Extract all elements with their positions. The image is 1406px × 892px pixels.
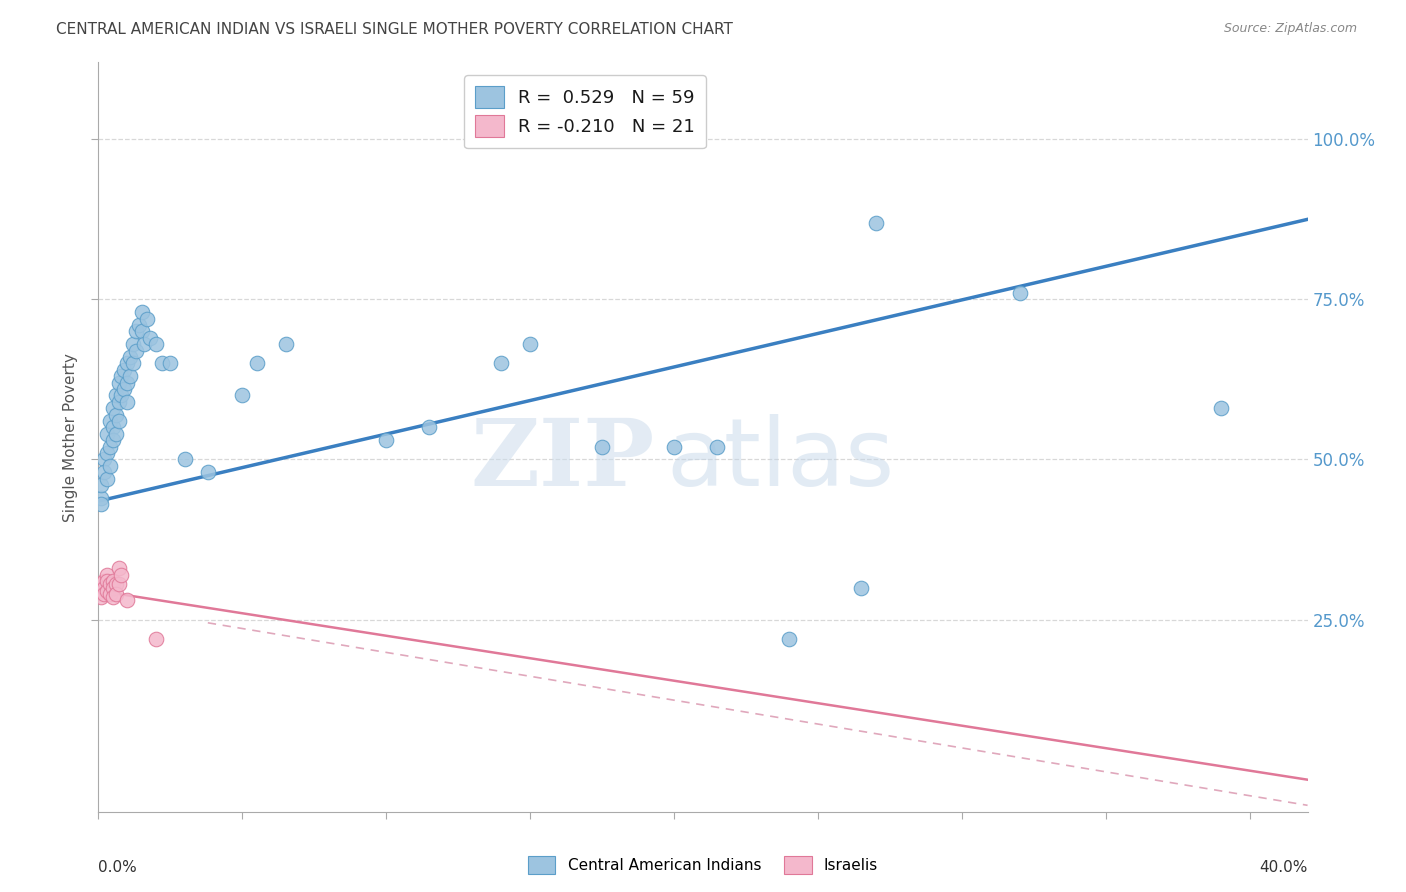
Point <box>173 452 195 467</box>
Point <box>107 561 129 575</box>
Point <box>90 590 112 604</box>
Point <box>93 587 115 601</box>
Point <box>115 593 138 607</box>
Point <box>101 434 124 448</box>
Point <box>96 446 118 460</box>
Point <box>664 440 686 454</box>
Legend: Central American Indians, Israelis: Central American Indians, Israelis <box>522 850 884 880</box>
Point <box>110 369 132 384</box>
Point <box>197 465 219 479</box>
Point <box>90 478 112 492</box>
Point <box>93 574 115 589</box>
Point <box>107 414 129 428</box>
Text: atlas: atlas <box>666 414 896 506</box>
Point <box>93 465 115 479</box>
Point <box>90 497 112 511</box>
Point <box>112 382 135 396</box>
Point <box>98 440 121 454</box>
Point <box>98 458 121 473</box>
Point <box>110 567 132 582</box>
Point <box>104 577 127 591</box>
Point <box>96 583 118 598</box>
Point <box>96 426 118 441</box>
Text: ZIP: ZIP <box>471 415 655 505</box>
Point <box>112 363 135 377</box>
Point <box>98 577 121 591</box>
Point <box>851 581 873 595</box>
Point <box>101 574 124 589</box>
Point <box>491 356 513 370</box>
Point <box>120 369 142 384</box>
Point <box>706 440 728 454</box>
Point <box>128 318 150 332</box>
Point <box>96 574 118 589</box>
Point <box>101 420 124 434</box>
Point <box>107 376 129 390</box>
Text: 40.0%: 40.0% <box>1260 861 1308 875</box>
Point <box>1211 401 1233 416</box>
Point <box>122 337 145 351</box>
Point <box>125 325 148 339</box>
Point <box>90 577 112 591</box>
Point <box>145 337 167 351</box>
Point <box>591 440 613 454</box>
Point <box>93 581 115 595</box>
Text: CENTRAL AMERICAN INDIAN VS ISRAELI SINGLE MOTHER POVERTY CORRELATION CHART: CENTRAL AMERICAN INDIAN VS ISRAELI SINGL… <box>56 22 733 37</box>
Point <box>375 434 398 448</box>
Point <box>110 388 132 402</box>
Point <box>104 408 127 422</box>
Point <box>104 426 127 441</box>
Point <box>136 311 159 326</box>
Point <box>96 472 118 486</box>
Point <box>101 581 124 595</box>
Point <box>865 215 887 229</box>
Text: 0.0%: 0.0% <box>98 861 138 875</box>
Point <box>274 337 297 351</box>
Text: Source: ZipAtlas.com: Source: ZipAtlas.com <box>1223 22 1357 36</box>
Point <box>93 452 115 467</box>
Point <box>107 577 129 591</box>
Point <box>134 337 156 351</box>
Point <box>131 305 153 319</box>
Point <box>125 343 148 358</box>
Point <box>101 590 124 604</box>
Point <box>145 632 167 646</box>
Point <box>104 388 127 402</box>
Point <box>115 395 138 409</box>
Point <box>418 420 440 434</box>
Point <box>778 632 800 646</box>
Point <box>231 388 253 402</box>
Point <box>150 356 173 370</box>
Point <box>122 356 145 370</box>
Point <box>98 587 121 601</box>
Point <box>1008 285 1031 300</box>
Point <box>131 325 153 339</box>
Point <box>115 376 138 390</box>
Point <box>139 331 162 345</box>
Point <box>120 350 142 364</box>
Point <box>101 401 124 416</box>
Point <box>98 414 121 428</box>
Y-axis label: Single Mother Poverty: Single Mother Poverty <box>63 352 79 522</box>
Point <box>107 395 129 409</box>
Point <box>519 337 541 351</box>
Point <box>159 356 181 370</box>
Point <box>104 587 127 601</box>
Point <box>90 491 112 505</box>
Point <box>90 583 112 598</box>
Point <box>246 356 269 370</box>
Legend: R =  0.529   N = 59, R = -0.210   N = 21: R = 0.529 N = 59, R = -0.210 N = 21 <box>464 75 706 148</box>
Point <box>96 567 118 582</box>
Point <box>115 356 138 370</box>
